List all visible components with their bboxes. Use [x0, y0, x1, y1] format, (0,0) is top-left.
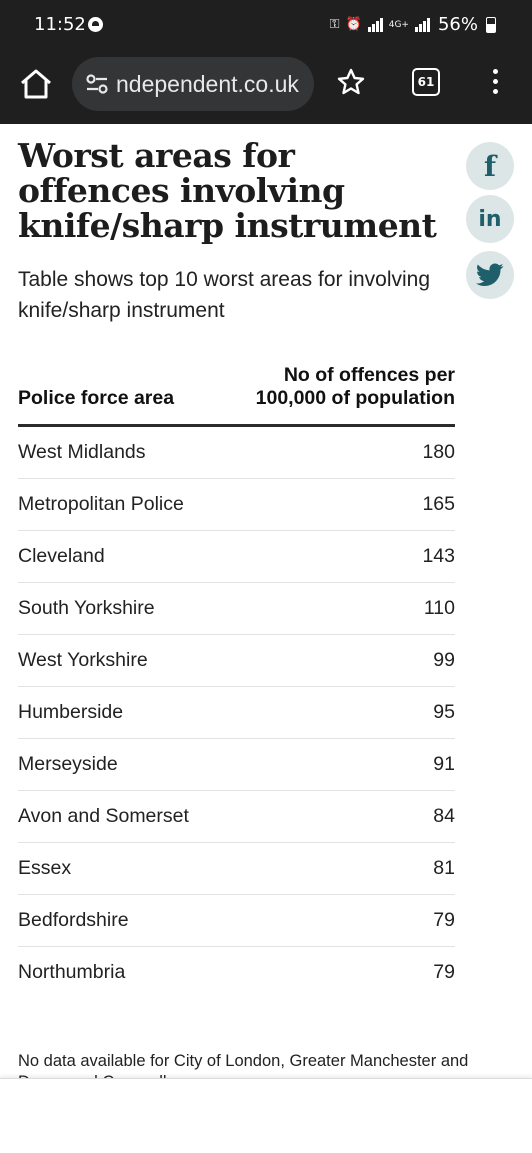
signal-icon	[367, 17, 383, 32]
battery-percent: 56%	[437, 14, 478, 35]
value-cell: 84	[255, 790, 455, 843]
status-bar: 11:52 ⚿ ⏰ 4G+ 56%	[0, 0, 532, 52]
alarm-icon: ⏰	[345, 17, 362, 32]
facebook-share-button[interactable]: f	[466, 142, 514, 190]
battery-icon	[486, 16, 496, 33]
table-header-row: Police force area No of offences per 100…	[18, 364, 455, 426]
twitter-icon	[476, 263, 504, 286]
browser-toolbar: ndependent.co.uk 61	[0, 52, 532, 124]
table-row: Humberside 95	[18, 686, 455, 739]
offences-table: Police force area No of offences per 100…	[18, 364, 455, 998]
value-cell: 165	[255, 478, 455, 531]
table-row: Bedfordshire 79	[18, 894, 455, 947]
value-cell: 180	[255, 425, 455, 479]
area-cell: Metropolitan Police	[18, 478, 255, 531]
notification-icon	[88, 17, 103, 32]
url-text: ndependent.co.uk	[116, 70, 299, 97]
address-bar[interactable]: ndependent.co.uk	[72, 57, 314, 111]
tab-switcher-button[interactable]: 61	[412, 68, 440, 96]
area-cell: Northumbria	[18, 961, 126, 983]
area-cell: Essex	[18, 842, 255, 895]
linkedin-share-button[interactable]: in	[466, 195, 514, 243]
value-cell: 143	[255, 530, 455, 583]
value-cell: 91	[255, 738, 455, 791]
area-cell: Merseyside	[18, 738, 255, 791]
table-row: South Yorkshire 110	[18, 582, 455, 635]
area-cell: Avon and Somerset	[18, 790, 255, 843]
table-row: Northumbria 79	[18, 947, 455, 999]
value-cell: 99	[255, 634, 455, 687]
column-header-area: Police force area	[18, 387, 175, 409]
value-cell: 95	[255, 686, 455, 739]
area-cell: Humberside	[18, 686, 255, 739]
article-title: Worst areas for offences involving knife…	[18, 136, 437, 245]
area-cell: South Yorkshire	[18, 582, 255, 635]
table-row: Merseyside 91	[18, 738, 455, 791]
value-cell: 110	[255, 582, 455, 635]
bottom-blank-area	[0, 1078, 532, 1153]
table-footnote: No data available for City of London, Gr…	[18, 1052, 469, 1078]
article-subtitle: Table shows top 10 worst areas for invol…	[18, 268, 431, 322]
site-settings-icon[interactable]	[84, 71, 110, 97]
table-row: Avon and Somerset 84	[18, 790, 455, 843]
column-header-offences: No of offences per 100,000 of population	[255, 364, 455, 409]
table-row: West Yorkshire 99	[18, 634, 455, 687]
overflow-menu-icon[interactable]	[487, 66, 503, 96]
status-icons: ⚿ ⏰ 4G+ 56%	[330, 14, 496, 35]
value-cell: 79	[433, 961, 455, 983]
article-content: Worst areas for offences involving knife…	[0, 124, 532, 1078]
bookmark-star-icon[interactable]	[336, 67, 366, 97]
twitter-share-button[interactable]	[466, 251, 514, 299]
home-icon[interactable]	[18, 66, 54, 102]
area-cell: West Yorkshire	[18, 634, 255, 687]
table-row: Metropolitan Police 165	[18, 478, 455, 531]
signal-icon-2	[414, 17, 430, 32]
value-cell: 81	[255, 842, 455, 895]
area-cell: Cleveland	[18, 530, 255, 583]
table-row: Essex 81	[18, 842, 455, 895]
area-cell: West Midlands	[18, 425, 255, 479]
table-row: West Midlands 180	[18, 425, 455, 479]
value-cell: 79	[255, 894, 455, 947]
area-cell: Bedfordshire	[18, 894, 255, 947]
key-icon: ⚿	[329, 17, 340, 32]
status-time: 11:52	[34, 14, 86, 35]
table-row: Cleveland 143	[18, 530, 455, 583]
network-type-label: 4G+	[388, 19, 409, 30]
